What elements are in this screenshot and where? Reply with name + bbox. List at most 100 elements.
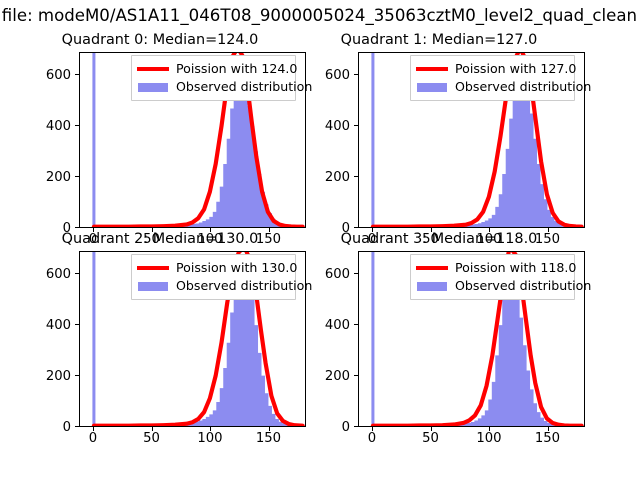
hist-bars-quadrant-2 <box>177 262 293 426</box>
xtick-q2-2 <box>210 427 212 431</box>
yticklabel-q1-3: 600 <box>324 67 350 83</box>
xticklabel-q1-0: 0 <box>367 232 377 247</box>
yticklabel-q0-0: 0 <box>62 220 71 236</box>
xtick-q1-3 <box>547 228 549 232</box>
zero-spike-quadrant-3 <box>371 252 375 426</box>
xticklabel-q3-3: 150 <box>534 431 561 446</box>
legend-quadrant-3[interactable]: Poission with 118.0 Observed distributio… <box>410 254 591 300</box>
ytick-q0-0 <box>75 227 79 229</box>
poisson-fit-quadrant-0 <box>91 53 305 227</box>
plot-svg-quadrant-2 <box>91 252 305 426</box>
legend-label-observed: Observed distribution <box>455 79 592 94</box>
ytick-q1-3 <box>354 74 358 76</box>
xticklabel-q3-0: 0 <box>367 431 377 446</box>
subplot-quadrant-3: Quadrant 3: Median=118.0 0 <box>279 228 599 453</box>
legend-label-fit: Poission with 124.0 <box>176 61 298 76</box>
xtick-q3-3 <box>547 427 549 431</box>
yticklabel-q1-0: 0 <box>341 220 350 236</box>
legend-label-observed: Observed distribution <box>176 79 313 94</box>
xticklabel-q1-3: 150 <box>534 232 561 247</box>
yticklabel-q2-3: 600 <box>45 266 71 282</box>
yticklabel-q3-0: 0 <box>341 419 350 435</box>
yticklabel-q3-3: 600 <box>324 266 350 282</box>
xtick-q3-0 <box>372 427 374 431</box>
ytick-q2-3 <box>75 273 79 275</box>
legend-row-fit[interactable]: Poission with 118.0 <box>416 259 576 277</box>
yticklabel-q2-2: 400 <box>45 317 71 333</box>
legend-row-fit[interactable]: Poission with 124.0 <box>137 60 297 78</box>
hist-bars-quadrant-0 <box>177 70 293 227</box>
hist-bars-quadrant-1 <box>456 65 572 227</box>
ytick-q0-3 <box>75 74 79 76</box>
ytick-q2-1 <box>75 375 79 377</box>
ytick-q2-0 <box>75 426 79 428</box>
xticklabel-q2-0: 0 <box>88 431 98 446</box>
plot-area-quadrant-1 <box>359 53 584 227</box>
poisson-fit-quadrant-1 <box>370 53 584 227</box>
xtick-q3-2 <box>489 427 491 431</box>
ytick-q2-2 <box>75 324 79 326</box>
xticklabel-q2-2: 100 <box>197 431 223 446</box>
legend-patch-swatch-icon <box>416 279 448 293</box>
xticklabel-q3-2: 100 <box>476 431 502 446</box>
legend-row-observed[interactable]: Observed distribution <box>137 277 312 295</box>
xtick-q0-3 <box>268 228 270 232</box>
xtick-q1-0 <box>372 228 374 232</box>
poisson-fit-quadrant-2 <box>91 252 305 426</box>
legend-line-swatch-icon <box>416 62 448 76</box>
yticklabel-q1-1: 200 <box>324 169 350 185</box>
legend-quadrant-1[interactable]: Poission with 127.0 Observed distributio… <box>410 55 591 101</box>
ytick-q1-1 <box>354 176 358 178</box>
xtick-q0-1 <box>151 228 153 232</box>
legend-line-swatch-icon <box>416 261 448 275</box>
plot-area-quadrant-2 <box>80 252 305 426</box>
legend-quadrant-0[interactable]: Poission with 124.0 Observed distributio… <box>131 55 312 101</box>
ytick-q1-0 <box>354 227 358 229</box>
ytick-q3-2 <box>354 324 358 326</box>
plot-svg-quadrant-0 <box>91 53 305 227</box>
legend-row-observed[interactable]: Observed distribution <box>416 277 591 295</box>
xtick-q0-2 <box>210 228 212 232</box>
legend-label-fit: Poission with 127.0 <box>455 61 577 76</box>
yticklabel-q0-3: 600 <box>45 67 71 83</box>
legend-quadrant-2[interactable]: Poission with 130.0 Observed distributio… <box>131 254 312 300</box>
legend-patch-swatch-icon <box>137 80 169 94</box>
xtick-q3-1 <box>430 427 432 431</box>
legend-label-observed: Observed distribution <box>176 278 313 293</box>
ytick-q3-0 <box>354 426 358 428</box>
ytick-q1-2 <box>354 125 358 127</box>
yticklabel-q3-2: 400 <box>324 317 350 333</box>
yticklabel-q2-0: 0 <box>62 419 71 435</box>
xticklabel-q0-3: 150 <box>255 232 282 247</box>
legend-patch-swatch-icon <box>416 80 448 94</box>
subplot-title-quadrant-0: Quadrant 0: Median=124.0 <box>61 32 259 48</box>
xtick-q1-1 <box>430 228 432 232</box>
legend-row-fit[interactable]: Poission with 130.0 <box>137 259 297 277</box>
xticklabel-q3-1: 50 <box>422 431 439 446</box>
figure-suptitle-text: n file: modeM0/AS1A11_046T08_9000005024_… <box>0 6 638 25</box>
legend-line-swatch-icon <box>137 261 169 275</box>
legend-row-observed[interactable]: Observed distribution <box>416 78 591 96</box>
xticklabel-q0-2: 100 <box>197 232 223 247</box>
yticklabel-q1-2: 400 <box>324 118 350 134</box>
subplot-title-quadrant-1: Quadrant 1: Median=127.0 <box>340 32 538 48</box>
xtick-q1-2 <box>489 228 491 232</box>
hist-bars-quadrant-3 <box>450 262 572 426</box>
subplot-title-quadrant-2: Quadrant 2: Median=130.0 <box>61 231 259 247</box>
subplot-title-quadrant-3: Quadrant 3: Median=118.0 <box>340 231 538 247</box>
yticklabel-q0-1: 200 <box>45 169 71 185</box>
legend-patch-swatch-icon <box>137 279 169 293</box>
xticklabel-q1-1: 50 <box>422 232 439 247</box>
zero-spike-quadrant-1 <box>371 53 375 227</box>
xticklabel-q0-1: 50 <box>143 232 160 247</box>
legend-row-fit[interactable]: Poission with 127.0 <box>416 60 576 78</box>
legend-label-fit: Poission with 130.0 <box>176 260 298 275</box>
yticklabel-q0-2: 400 <box>45 118 71 134</box>
xtick-q2-3 <box>268 427 270 431</box>
yticklabel-q3-1: 200 <box>324 368 350 384</box>
subplot-quadrant-1: Quadrant 1: Median=127.0 0 <box>279 30 599 247</box>
subplot-quadrant-2: Quadrant 2: Median=130.0 0 <box>0 228 320 453</box>
legend-row-observed[interactable]: Observed distribution <box>137 78 312 96</box>
figure-suptitle: n file: modeM0/AS1A11_046T08_9000005024_… <box>0 5 640 27</box>
